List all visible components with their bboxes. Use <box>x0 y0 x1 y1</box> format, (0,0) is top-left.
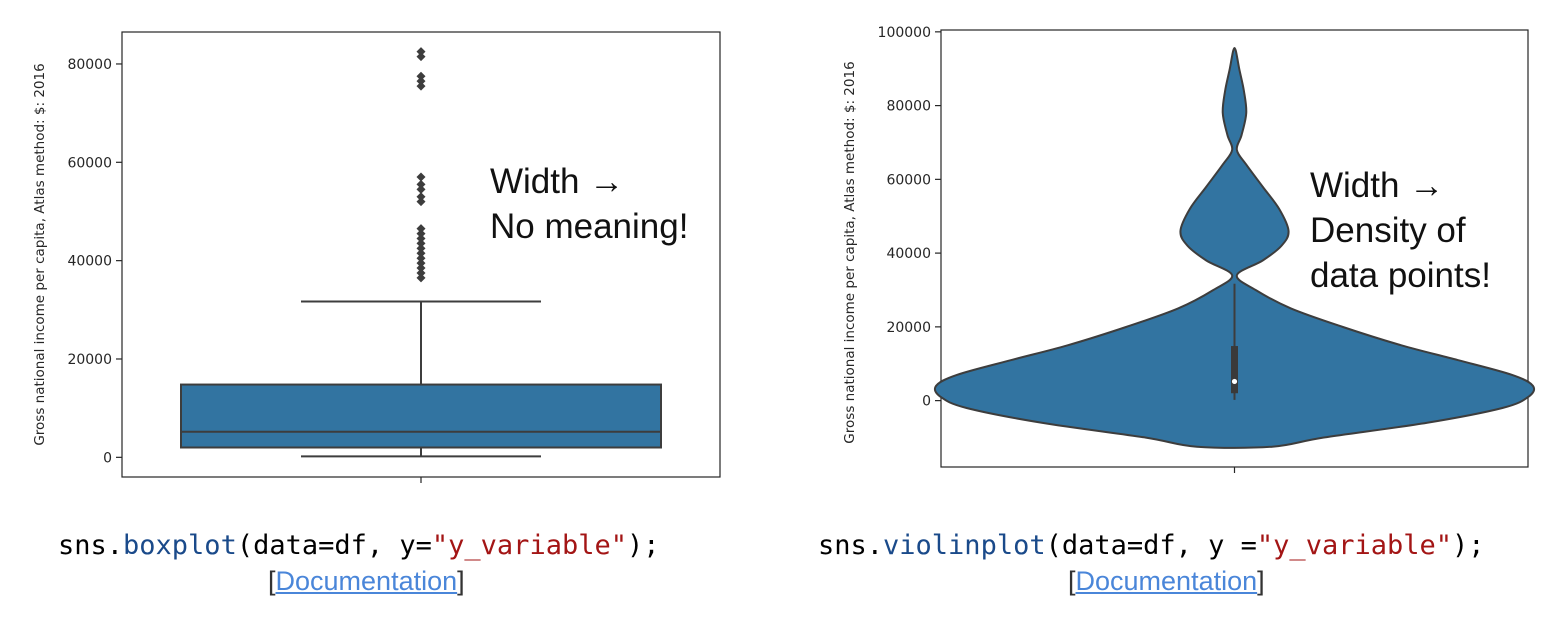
annotation-text: No meaning! <box>490 207 688 246</box>
violinplot-doc-link-wrapper: [Documentation] <box>1068 566 1265 596</box>
outlier-point <box>416 258 426 268</box>
y-tick-label: 0 <box>922 394 931 410</box>
outlier-point <box>416 263 426 273</box>
outlier-point <box>416 243 426 253</box>
violin-body <box>933 46 1536 449</box>
annotation-text: Width → <box>490 162 624 201</box>
outlier-point <box>416 224 426 234</box>
boxplot-code-snippet: sns.boxplot(data=df, y="y_variable"); <box>58 530 660 561</box>
charts-canvas: 0 20000 40000 60000 80000 Gross national inco… <box>32 25 1536 483</box>
inner-iqr-box <box>1231 346 1238 394</box>
y-tick-label: 40000 <box>886 246 931 262</box>
outlier-point <box>416 179 426 189</box>
outlier-point <box>416 229 426 239</box>
y-tick-label: 40000 <box>67 254 112 270</box>
median-point <box>1231 378 1238 385</box>
y-tick-label: 0 <box>103 450 112 466</box>
y-tick-label: 80000 <box>67 57 112 73</box>
annotation-text: Density of <box>1310 211 1466 250</box>
outlier-point <box>416 268 426 278</box>
outlier-point <box>416 192 426 202</box>
y-tick-label: 20000 <box>886 320 931 336</box>
outlier-point <box>416 197 426 207</box>
y-tick-label: 20000 <box>67 352 112 368</box>
y-tick-label: 80000 <box>886 99 931 115</box>
violinplot-chart: 0 20000 40000 60000 80000 100000 Gross nationa… <box>842 25 1536 473</box>
y-tick-label: 100000 <box>878 25 931 41</box>
iqr-box <box>180 383 662 449</box>
outlier-point <box>416 172 426 182</box>
annotation-text: Width → <box>1310 166 1444 205</box>
outlier-point <box>416 81 426 91</box>
annotation-text: data points! <box>1310 256 1491 295</box>
violinplot-function-name: violinplot <box>883 530 1046 561</box>
outlier-point <box>416 253 426 263</box>
y-axis-label: Gross national income per capita, Atlas … <box>842 61 858 443</box>
outlier-point <box>416 234 426 244</box>
boxplot-documentation-link[interactable]: Documentation <box>275 566 458 596</box>
y-axis-label: Gross national income per capita, Atlas … <box>32 63 48 445</box>
outlier-point <box>416 47 426 57</box>
outlier-point <box>416 184 426 194</box>
outlier-point <box>416 52 426 62</box>
outlier-point <box>416 76 426 86</box>
boxplot-function-name: boxplot <box>123 530 237 561</box>
outlier-point <box>416 71 426 81</box>
outlier-point <box>416 248 426 258</box>
boxplot-chart: 0 20000 40000 60000 80000 Gross national inco… <box>32 31 721 483</box>
y-tick-label: 60000 <box>67 155 112 171</box>
violinplot-code-snippet: sns.violinplot(data=df, y ="y_variable")… <box>818 530 1485 561</box>
outlier-point <box>416 273 426 283</box>
violinplot-documentation-link[interactable]: Documentation <box>1075 566 1258 596</box>
outlier-point <box>416 238 426 248</box>
y-tick-label: 60000 <box>886 172 931 188</box>
boxplot-doc-link-wrapper: [Documentation] <box>268 566 465 596</box>
